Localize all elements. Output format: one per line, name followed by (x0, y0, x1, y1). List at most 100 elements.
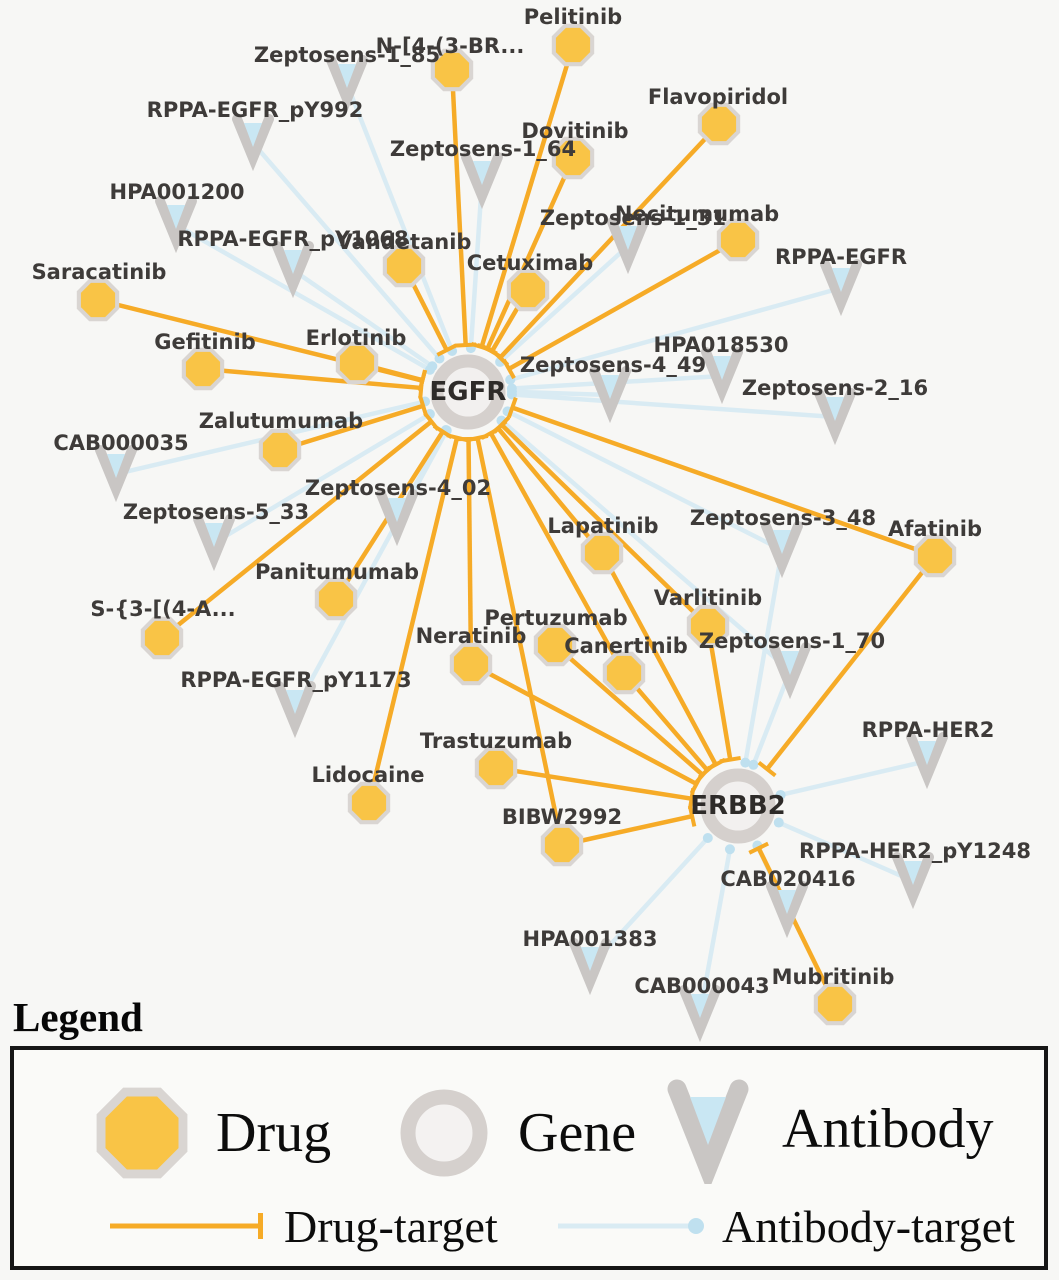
drug-node-pelitinib[interactable] (551, 23, 595, 67)
drug-label-gefitinib: Gefitinib (154, 330, 255, 354)
gene-icon (400, 1089, 488, 1177)
antibody-node-hpa001200[interactable] (155, 196, 197, 254)
drug-node-afatinib[interactable] (913, 534, 957, 578)
antibody-target-edge-zeptosens-3-48-egfr (502, 406, 784, 553)
drug-target-edge-varlitinib-erbb2 (705, 625, 741, 764)
drug-label-trastuzumab: Trastuzumab (420, 729, 572, 753)
antibody-label-zeptosens-5-33: Zeptosens-5_33 (123, 500, 309, 524)
drug-node-mubritinib[interactable] (813, 982, 857, 1026)
antibody-node-zeptosens-3-48[interactable] (761, 521, 803, 579)
drug-icon (96, 1087, 188, 1179)
drug-node-saracatinib[interactable] (76, 278, 120, 322)
antibody-target-edge-cab000043-erbb2 (697, 844, 735, 1015)
antibody-target-edge-rppa-egfr-py992-egfr (251, 141, 445, 364)
drug-node-panitumumab[interactable] (314, 577, 358, 621)
drug-label-s-3-4-a: S-{3-[(4-A... (90, 597, 235, 621)
node-labels: Zeptosens-1_85 RPPA-EGFR_pY992 Zeptosens-1… (32, 5, 1031, 998)
drug-label-saracatinib: Saracatinib (32, 260, 167, 284)
drug-node-varlitinib[interactable] (686, 604, 730, 648)
gene-label-egfr: EGFR (430, 377, 507, 407)
antibody-icon (667, 1079, 749, 1184)
drug-node-canertinib[interactable] (602, 651, 646, 695)
antibody-label-zeptosens-1-64: Zeptosens-1_64 (390, 137, 576, 161)
drug-node-s-3-4-a[interactable] (140, 616, 184, 660)
nodes: EGFR ERBB2 (76, 23, 957, 1043)
drug-node-cetuximab[interactable] (506, 268, 550, 312)
antibody-node-rppa-egfr-py1068[interactable] (272, 241, 314, 299)
drug-node-necitumumab[interactable] (716, 218, 760, 262)
gene-node-erbb2[interactable]: ERBB2 (690, 768, 786, 844)
antibody-node-cab020416[interactable] (766, 881, 808, 939)
drug-target-edge-pelitinib-egfr (470, 44, 576, 352)
drug-node-n-4-3-br[interactable] (430, 48, 474, 92)
drug-target-edge-afatinib-erbb2 (757, 554, 937, 778)
drug-label-mubritinib: Mubritinib (772, 965, 895, 989)
drug-node-pertuzumab[interactable] (533, 623, 577, 667)
antibody-node-cab000035[interactable] (95, 445, 137, 503)
antibody-node-zeptosens-1-31[interactable] (607, 217, 649, 275)
drug-target-edge-lapatinib-erbb2 (600, 551, 726, 772)
drug-node-erlotinib[interactable] (335, 341, 379, 385)
drug-node-neratinib[interactable] (449, 642, 493, 686)
legend-box: Drug Gene Antibody Drug-target (10, 1046, 1048, 1270)
gene-node-egfr[interactable]: EGFR (430, 354, 507, 430)
antibody-node-rppa-her2[interactable] (906, 732, 948, 790)
antibody-node-zeptosens-4-02[interactable] (376, 489, 418, 547)
antibody-node-zeptosens-1-85[interactable] (326, 55, 368, 113)
antibody-target-edge-rppa-egfr-egfr (505, 285, 842, 385)
antibody-target-edge-rppa-her2-erbb2 (775, 758, 928, 800)
drug-node-dovitinib[interactable] (551, 136, 595, 180)
drug-label-lapatinib: Lapatinib (547, 514, 658, 538)
antibody-target-edge-rppa-egfr-py1068-egfr (291, 268, 438, 372)
antibody-label-zeptosens-2-16: Zeptosens-2_16 (742, 376, 928, 400)
drug-node-zalutumumab[interactable] (258, 428, 302, 472)
drug-target-edge-afatinib-egfr (506, 397, 936, 559)
antibody-target-edge-zeptosens-1-31-egfr (495, 244, 630, 367)
antibody-node-rppa-egfr[interactable] (820, 259, 862, 317)
antibody-node-hpa001383[interactable] (569, 938, 611, 996)
drug-target-edge-lidocaine-egfr (366, 433, 468, 804)
drug-label-zalutumumab: Zalutumumab (199, 409, 363, 433)
drug-node-lapatinib[interactable] (580, 531, 624, 575)
antibody-label-rppa-her2-py1248: RPPA-HER2_pY1248 (799, 839, 1031, 863)
antibody-target-edge-hpa001200-egfr (174, 223, 436, 375)
antibody-label-cab020416: CAB020416 (720, 867, 855, 891)
drug-node-gefitinib[interactable] (181, 347, 225, 391)
drug-label-pertuzumab: Pertuzumab (484, 606, 627, 630)
drug-node-lidocaine[interactable] (347, 781, 391, 825)
antibody-node-zeptosens-1-64[interactable] (461, 152, 503, 210)
drug-target-edge-canertinib-erbb2 (622, 671, 717, 779)
antibody-node-rppa-her2-py1248[interactable] (892, 852, 934, 910)
antibody-label-rppa-egfr-py1068: RPPA-EGFR_pY1068 (177, 227, 408, 251)
drug-node-vandetanib[interactable] (382, 244, 426, 288)
antibody-node-zeptosens-1-70[interactable] (769, 642, 811, 700)
drug-target-edge-trastuzumab-erbb2 (495, 765, 696, 810)
antibody-node-cab000043[interactable] (679, 985, 721, 1043)
drug-node-trastuzumab[interactable] (474, 746, 518, 790)
drug-node-bibw2992[interactable] (540, 823, 584, 867)
antibody-label-zeptosens-4-49: Zeptosens-4_49 (520, 353, 706, 377)
antibody-node-zeptosens-5-33[interactable] (193, 514, 235, 572)
antibody-node-zeptosens-2-16[interactable] (814, 388, 856, 446)
antibody-target-edge-zeptosens-2-16-egfr (506, 389, 836, 420)
antibody-label-rppa-her2: RPPA-HER2 (862, 718, 995, 742)
antibody-label-zeptosens-4-02: Zeptosens-4_02 (305, 476, 491, 500)
antibody-label-rppa-egfr-py992: RPPA-EGFR_pY992 (147, 98, 364, 122)
legend-antibody-target-label: Antibody-target (722, 1200, 1015, 1252)
drug-node-flavopiridol[interactable] (697, 102, 741, 146)
antibody-node-zeptosens-4-49[interactable] (589, 366, 631, 424)
antibody-target-edge-zeptosens-1-64-egfr (465, 180, 485, 354)
drug-target-edge-canertinib-egfr (480, 426, 626, 675)
legend-antibody-label: Antibody (782, 1098, 994, 1160)
drug-label-afatinib: Afatinib (888, 517, 982, 541)
antibody-target-edge-zeptosens-3-48-erbb2 (740, 549, 785, 768)
legend-gene-label: Gene (518, 1102, 637, 1164)
drug-target-edge-lapatinib-egfr (488, 419, 604, 555)
antibody-target-line-icon (558, 1218, 704, 1234)
legend-drug-target-label: Drug-target (284, 1200, 498, 1252)
drug-target-edge-bibw2992-erbb2 (561, 805, 697, 848)
drug-label-pelitinib: Pelitinib (524, 5, 622, 29)
antibody-node-rppa-egfr-py992[interactable] (232, 114, 274, 172)
antibody-node-hpa018530[interactable] (701, 347, 743, 405)
antibody-node-rppa-egfr-py1173[interactable] (274, 681, 316, 739)
